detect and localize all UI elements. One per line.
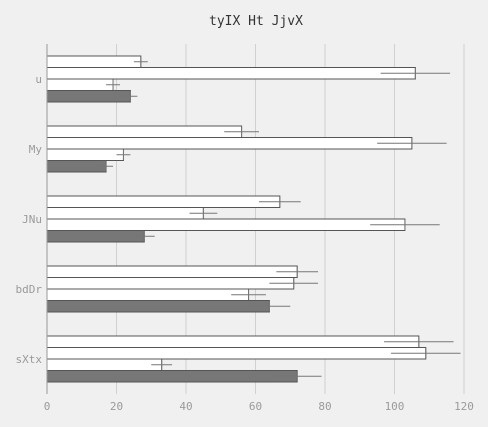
bar-1-2 [46,137,413,150]
bar-0-3 [46,55,142,68]
y-tick-label-1: My [29,143,43,156]
bar-1-3 [46,125,243,138]
x-tick-label-2: 40 [179,400,192,413]
x-tick-label-1: 20 [110,400,123,413]
bar-4-3 [46,335,420,348]
bar-3-1 [46,288,250,301]
bars [46,55,427,383]
bar-4-0 [46,370,298,383]
x-tick-label-4: 80 [318,400,331,413]
x-tick-label-5: 100 [385,400,405,413]
x-tick-label-6: 120 [454,400,474,413]
x-tick-labels: 0 20 40 60 80 100 120 [44,400,474,413]
chart-title: tyIX Ht JjvX [209,14,303,29]
bar-3-3 [46,265,298,278]
bar-2-0 [46,230,145,243]
bar-3-2 [46,277,295,290]
y-tick-label-0: u [35,73,42,86]
x-tick-label-0: 0 [44,400,51,413]
error-bars [99,56,461,382]
bar-4-1 [46,358,163,371]
y-tick-label-2: JNu [22,213,42,226]
bar-1-1 [46,148,124,161]
bar-3-0 [46,300,270,313]
bar-0-1 [46,78,114,91]
bar-2-3 [46,195,281,208]
y-tick-label-4: sXtx [16,353,43,366]
y-tick-label-3: bdDr [16,283,43,296]
bar-2-2 [46,207,204,220]
bar-2-1 [46,218,406,231]
bar-0-0 [46,90,131,103]
bar-1-0 [46,160,107,173]
bar-0-2 [46,67,416,80]
x-tick-label-3: 60 [249,400,262,413]
y-tick-labels: u My JNu bdDr sXtx [16,73,43,366]
bar-4-2 [46,347,427,360]
